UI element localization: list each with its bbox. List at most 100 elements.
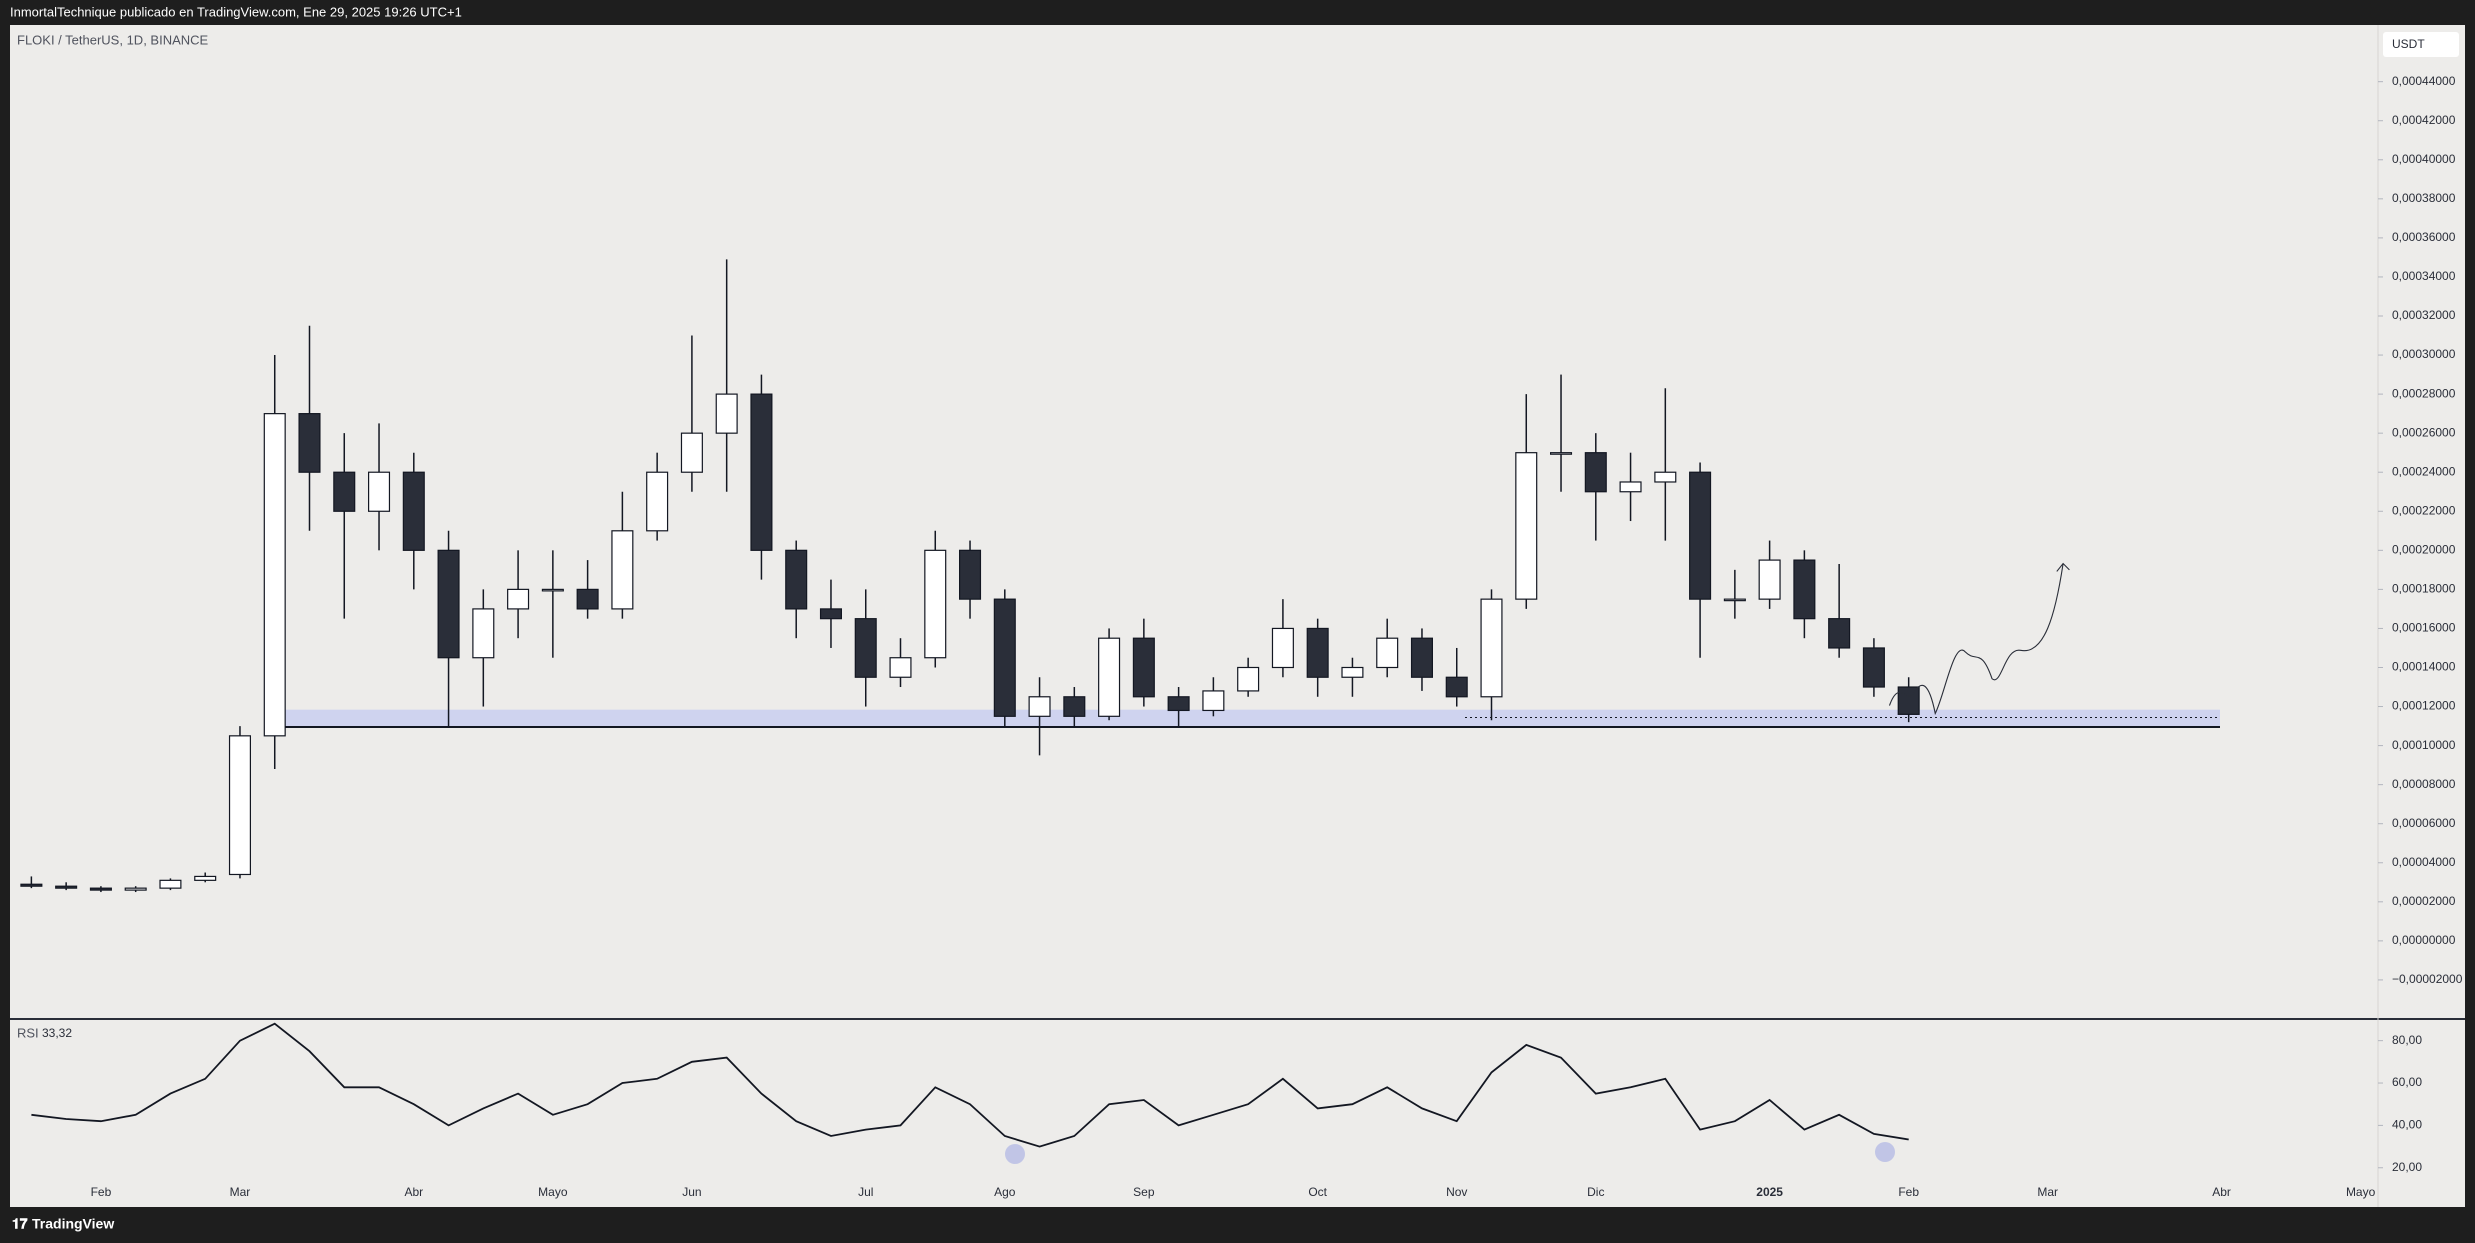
candle-body — [1793, 559, 1816, 620]
x-tick-label: 2025 — [1756, 1185, 1783, 1199]
rsi-highlight — [1875, 1142, 1895, 1162]
rsi-tick-label: 20,00 — [2392, 1160, 2422, 1174]
candle-body — [1480, 598, 1503, 698]
footer-bar — [0, 1207, 2475, 1243]
x-tick-label: Nov — [1446, 1185, 1467, 1199]
rsi-tick-label: 40,00 — [2392, 1118, 2422, 1132]
candle-body — [1202, 690, 1225, 712]
candle-body — [1828, 618, 1851, 649]
y-tick-label: −0,00002000 — [2392, 972, 2463, 986]
currency-badge — [2383, 32, 2459, 57]
y-tick-label: 0,00022000 — [2392, 503, 2456, 517]
candle-body — [1341, 666, 1364, 678]
candle-body — [263, 413, 286, 737]
candle-body — [1063, 696, 1086, 717]
candle-body — [924, 549, 947, 659]
rsi-title: RSI — [17, 1025, 39, 1040]
candle-body — [298, 413, 321, 473]
support-zone — [268, 709, 2220, 728]
rsi-tick-label: 60,00 — [2392, 1075, 2422, 1089]
x-tick-label: Jun — [682, 1185, 701, 1199]
rsi-line — [31, 1022, 1909, 1148]
x-tick-label: Dic — [1587, 1185, 1604, 1199]
candle-body — [124, 887, 147, 891]
candle-body — [1098, 637, 1121, 717]
projection-path — [1888, 563, 2064, 716]
candle-body — [20, 883, 43, 887]
y-tick-label: 0,00006000 — [2392, 816, 2456, 830]
y-tick-label: 0,00010000 — [2392, 738, 2456, 752]
rsi-highlight — [1005, 1144, 1025, 1164]
candle-body — [1897, 686, 1920, 715]
candle-body — [854, 618, 877, 678]
y-tick-label: 0,00020000 — [2392, 542, 2456, 556]
candle-body — [1515, 452, 1538, 600]
chart-background — [10, 25, 2465, 1207]
candle-body — [646, 471, 669, 532]
candle-body — [507, 588, 530, 610]
candle-body — [1167, 696, 1190, 712]
y-tick-label: 0,00002000 — [2392, 894, 2456, 908]
x-tick-label: Ago — [994, 1185, 1016, 1199]
y-tick-label: 0,00026000 — [2392, 425, 2456, 439]
candle-body — [437, 549, 460, 659]
footer-logo: 𝟏𝟕 — [12, 1216, 28, 1232]
candle-body — [611, 530, 634, 610]
candle-body — [1619, 481, 1642, 493]
y-tick-label: 0,00040000 — [2392, 152, 2456, 166]
candle-body — [1584, 452, 1607, 493]
y-tick-label: 0,00032000 — [2392, 308, 2456, 322]
candle-body — [1549, 452, 1573, 455]
candle-body — [333, 471, 356, 512]
y-tick-label: 0,00018000 — [2392, 582, 2456, 596]
y-tick-label: 0,00008000 — [2392, 777, 2456, 791]
candle-body — [889, 657, 912, 678]
rsi-value: 33,32 — [42, 1026, 72, 1040]
candle-body — [368, 471, 391, 512]
candle-body — [1689, 471, 1712, 600]
x-tick-label: Abr — [404, 1185, 423, 1199]
y-tick-label: 0,00024000 — [2392, 464, 2456, 478]
candle-body — [576, 588, 599, 610]
y-tick-label: 0,00028000 — [2392, 386, 2456, 400]
price-pane — [20, 259, 2220, 893]
candle-body — [958, 549, 982, 600]
candle-body — [194, 875, 217, 881]
candle-body — [1271, 627, 1294, 669]
candle-body — [1654, 471, 1677, 483]
rsi-pane — [31, 1022, 1909, 1148]
candle-body — [993, 598, 1016, 717]
y-tick-label: 0,00004000 — [2392, 855, 2456, 869]
rsi-tick-label: 80,00 — [2392, 1033, 2422, 1047]
candle-body — [680, 432, 703, 473]
currency-label: USDT — [2392, 37, 2425, 51]
candle-body — [228, 735, 252, 876]
footer-brand: TradingView — [32, 1216, 114, 1232]
candle-body — [715, 393, 738, 434]
symbol-title: FLOKI / TetherUS, 1D, BINANCE — [17, 32, 209, 47]
candle-body — [1376, 637, 1399, 669]
x-tick-label: Feb — [1898, 1185, 1919, 1199]
x-tick-label: Mar — [2037, 1185, 2058, 1199]
x-tick-label: Abr — [2212, 1185, 2231, 1199]
x-tick-label: Oct — [1308, 1185, 1327, 1199]
y-tick-label: 0,00012000 — [2392, 699, 2456, 713]
candle-body — [159, 879, 182, 889]
candle-body — [819, 608, 843, 620]
y-tick-label: 0,00042000 — [2392, 113, 2456, 127]
candle-body — [750, 393, 773, 551]
y-tick-label: 0,00038000 — [2392, 191, 2456, 205]
candle-body — [1758, 559, 1781, 600]
x-tick-label: Sep — [1133, 1185, 1155, 1199]
publish-header: InmortalTechnique publicado en TradingVi… — [10, 4, 462, 19]
y-tick-label: 0,00014000 — [2392, 660, 2456, 674]
y-tick-label: 0,00036000 — [2392, 230, 2456, 244]
projection-drawing — [1888, 562, 2070, 716]
candle-body — [1237, 666, 1260, 692]
y-tick-label: 0,00030000 — [2392, 347, 2456, 361]
candle-body — [1445, 676, 1468, 698]
x-tick-label: Mayo — [2346, 1185, 2376, 1199]
candle-body — [89, 887, 112, 891]
